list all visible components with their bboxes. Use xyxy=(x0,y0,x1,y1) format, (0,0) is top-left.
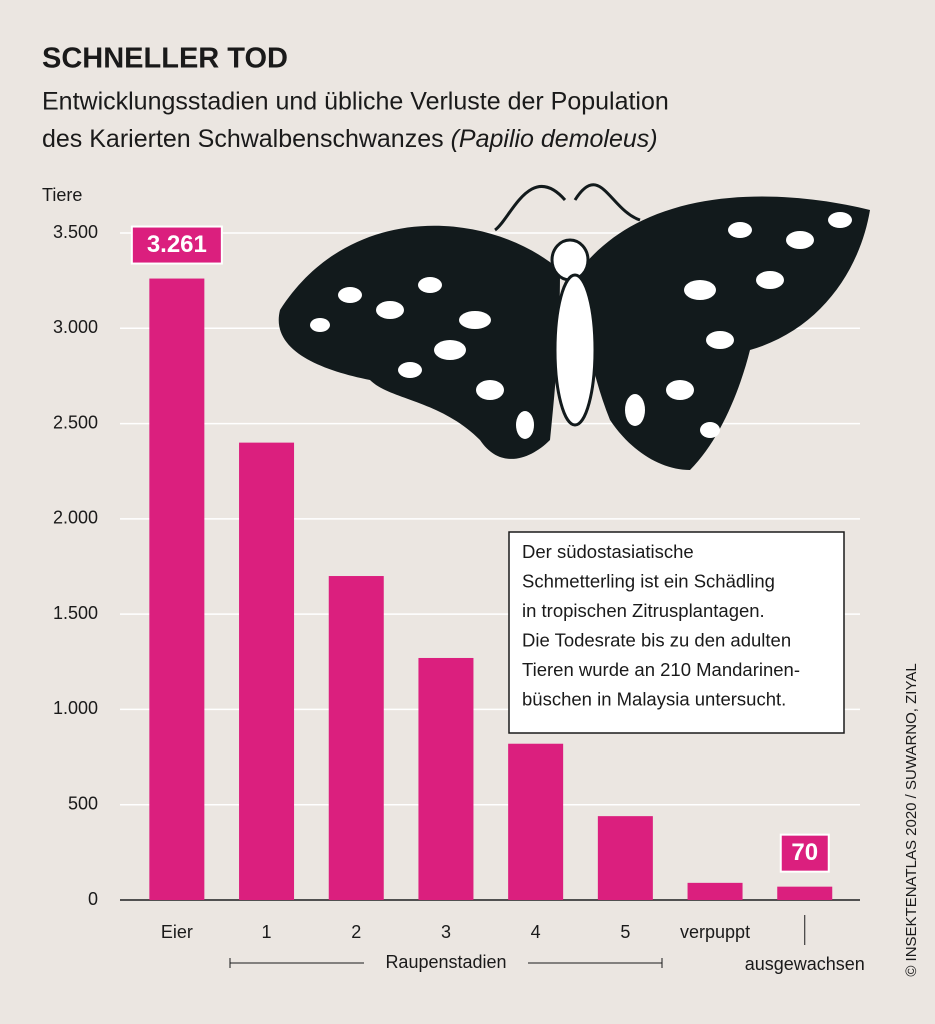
value-label-box xyxy=(779,833,830,873)
y-tick-label: 1.500 xyxy=(53,603,98,623)
bar xyxy=(508,743,564,900)
value-label: 3.261 xyxy=(147,231,207,258)
annotation-line: Schmetterling ist ein Schädling xyxy=(522,570,775,591)
group-label: Raupenstadien xyxy=(385,952,506,972)
annotation-line: büschen in Malaysia untersucht. xyxy=(522,688,786,709)
x-tick-label: ausgewachsen xyxy=(745,954,865,974)
annotation: Der südostasiatische Schmetterling ist ei… xyxy=(522,541,800,710)
subtitle-part: des Karierten Schwalbenschwanzes xyxy=(42,125,444,153)
annotation-line: in tropischen Zitrusplantagen. xyxy=(522,600,765,621)
subtitle: des Karierten Schwalbenschwanzes (Papili… xyxy=(42,125,658,153)
bar xyxy=(687,882,743,900)
butterfly xyxy=(278,183,870,470)
x-tick-label: verpuppt xyxy=(680,922,750,942)
bar xyxy=(328,576,384,900)
credit: © INSEKTENATLAS 2020 / SUWARNO, ZIYAL xyxy=(903,663,920,976)
annotation-line: Die Todesrate bis zu den adulten xyxy=(522,629,791,650)
bar xyxy=(239,442,295,900)
y-tick-label: 2.000 xyxy=(53,508,98,528)
x-tick-label: 3 xyxy=(441,922,451,942)
y-tick-label: 500 xyxy=(68,793,98,813)
x-tick-label: 2 xyxy=(351,922,361,942)
y-tick-label: 0 xyxy=(88,889,98,909)
x-tick-label: 5 xyxy=(620,922,630,942)
x-tick-label: 4 xyxy=(531,922,541,942)
value-label-box xyxy=(130,225,223,265)
bar xyxy=(418,657,474,900)
bar xyxy=(777,886,833,900)
y-axis-label: Tiere xyxy=(42,185,82,205)
subtitle-species: (Papilio demoleus) xyxy=(451,125,658,153)
bar xyxy=(597,816,653,900)
y-tick-label: 3.500 xyxy=(53,222,98,242)
chart-title: SCHNELLER TOD xyxy=(42,43,288,75)
y-tick-label: 2.500 xyxy=(53,412,98,432)
x-tick-label: Eier xyxy=(161,922,193,942)
subtitle: Entwicklungsstadien und übliche Verluste… xyxy=(42,88,669,116)
x-tick-label: 1 xyxy=(262,922,272,942)
bar xyxy=(149,278,205,900)
annotation-line: Der südostasiatische xyxy=(522,541,694,562)
bars: Eier 3.261 1 2 3 4 5 verpuppt ausgewachsen 70 xyxy=(120,225,865,974)
left-wing xyxy=(278,225,560,459)
antennae xyxy=(494,183,641,232)
wing-spots xyxy=(310,212,852,439)
head xyxy=(550,238,590,282)
annotation-box xyxy=(508,531,845,734)
y-tick-label: 3.000 xyxy=(53,317,98,337)
annotation-line: Tieren wurde an 210 Mandarinen- xyxy=(522,659,800,680)
value-label: 70 xyxy=(791,839,818,866)
y-tick-label: 1.000 xyxy=(53,698,98,718)
body xyxy=(553,273,597,427)
